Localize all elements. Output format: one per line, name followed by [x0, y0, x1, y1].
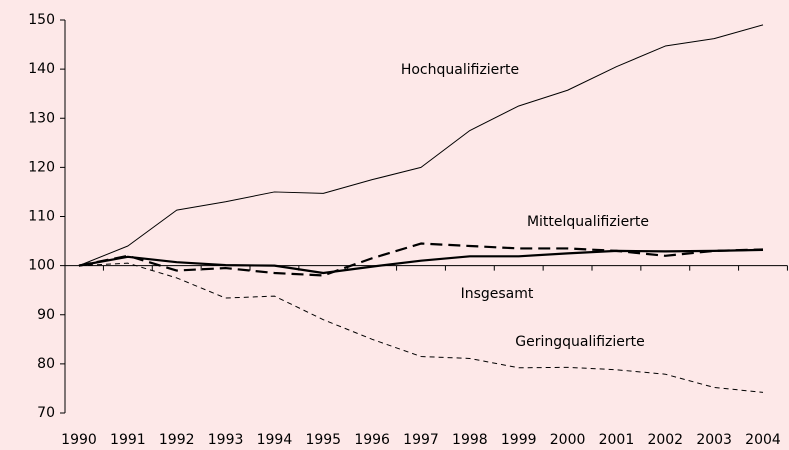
- x-tick-label: 2001: [599, 432, 635, 448]
- series-label: Insgesamt: [461, 286, 534, 302]
- x-tick-label: 1995: [305, 432, 341, 448]
- series-line: [78, 24, 764, 267]
- x-tick-label: 1996: [354, 432, 390, 448]
- x-tick-label: 1997: [403, 432, 439, 448]
- x-tick-label: 1993: [208, 432, 244, 448]
- series-label: Mittelqualifizierte: [527, 214, 649, 230]
- series-line: [78, 262, 764, 393]
- x-tick-label: 1999: [501, 432, 537, 448]
- series-line: [78, 248, 764, 275]
- series-label: Hochqualifizierte: [401, 62, 519, 78]
- x-tick-label: 1994: [257, 432, 293, 448]
- y-tick-label: 110: [28, 209, 55, 225]
- y-tick-label: 80: [37, 356, 55, 372]
- series-line: [78, 242, 764, 277]
- x-tick-label: 2000: [550, 432, 586, 448]
- y-tick-label: 150: [28, 12, 55, 28]
- series-label: Geringqualifizierte: [515, 334, 645, 350]
- y-tick-label: 120: [28, 159, 55, 175]
- y-tick-label: 140: [28, 61, 55, 77]
- y-tick-label: 100: [28, 258, 55, 274]
- y-tick-label: 70: [37, 405, 55, 421]
- x-tick-label: 2003: [696, 432, 732, 448]
- x-tick-label: 1998: [452, 432, 488, 448]
- x-tick-label: 1990: [61, 432, 97, 448]
- y-tick-label: 90: [37, 307, 55, 323]
- y-tick-label: 130: [28, 110, 55, 126]
- x-tick-label: 2004: [745, 432, 781, 448]
- x-tick-label: 1991: [110, 432, 146, 448]
- x-tick-label: 1992: [159, 432, 195, 448]
- x-tick-label: 2002: [647, 432, 683, 448]
